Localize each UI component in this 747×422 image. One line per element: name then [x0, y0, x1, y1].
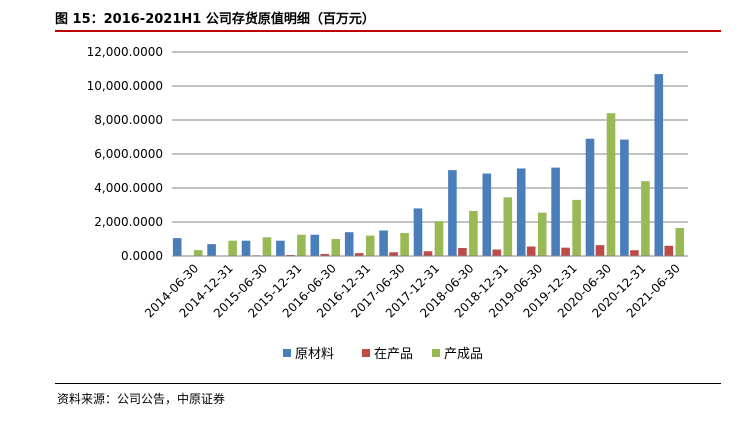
- bar: [654, 74, 664, 256]
- x-axis-ticks: 2014-06-302014-12-312015-06-302015-12-31…: [142, 261, 683, 320]
- bar: [344, 232, 354, 256]
- bar: [458, 248, 467, 256]
- y-tick-label: 10,000.0000: [87, 79, 163, 93]
- bar: [379, 230, 388, 256]
- bar: [423, 251, 433, 256]
- bar: [551, 167, 560, 256]
- y-tick-label: 8,000.0000: [94, 113, 163, 127]
- legend-swatch: [283, 349, 291, 357]
- bar: [448, 170, 457, 256]
- bar: [492, 249, 502, 256]
- bar: [400, 233, 409, 256]
- bar: [207, 244, 216, 256]
- y-tick-label: 2,000.0000: [94, 215, 163, 229]
- bar: [286, 254, 295, 256]
- bar: [641, 181, 650, 256]
- legend-label: 原材料: [295, 347, 334, 362]
- bar: [389, 252, 398, 256]
- bar-chart: 0.0000 2,000.0000 4,000.0000 6,000.0000 8,00…: [87, 45, 688, 362]
- bar: [675, 227, 685, 256]
- bar: [561, 247, 570, 256]
- y-tick-label: 0.0000: [121, 249, 163, 263]
- bar: [241, 240, 251, 256]
- legend: 原材料 在产品 产成品: [283, 347, 483, 362]
- bar: [516, 168, 526, 256]
- bar: [413, 208, 423, 256]
- bar: [469, 210, 478, 256]
- bar: [365, 235, 375, 256]
- y-tick-label: 4,000.0000: [94, 181, 163, 195]
- title-row: 图 15：2016-2021H1 公司存货原值明细（百万元）: [55, 6, 721, 28]
- bar: [606, 113, 616, 256]
- bar: [482, 173, 492, 256]
- legend-label: 产成品: [444, 347, 483, 362]
- figure-title: 图 15：2016-2021H1 公司存货原值明细（百万元）: [55, 12, 375, 27]
- bar: [664, 245, 674, 256]
- bar: [276, 240, 285, 256]
- y-tick-label: 12,000.0000: [87, 45, 163, 59]
- bar: [537, 212, 547, 256]
- bar: [228, 240, 237, 256]
- bar: [572, 199, 581, 256]
- bar: [620, 139, 629, 256]
- legend-label: 在产品: [374, 347, 413, 362]
- bar: [297, 234, 306, 256]
- title-rule: [55, 30, 721, 32]
- bar: [526, 246, 536, 256]
- bar: [262, 237, 272, 256]
- legend-swatch: [362, 349, 370, 357]
- bar: [630, 250, 639, 256]
- bar: [354, 253, 364, 256]
- source-note: 资料来源：公司公告，中原证券: [57, 392, 226, 406]
- y-axis-ticks: 0.0000 2,000.0000 4,000.0000 6,000.0000 8,00…: [87, 45, 163, 263]
- bars: [172, 74, 685, 257]
- bar: [331, 239, 341, 256]
- legend-swatch: [432, 349, 440, 357]
- bar: [434, 221, 444, 256]
- bar: [595, 245, 605, 256]
- footer-rule: [55, 383, 721, 384]
- bar: [193, 250, 203, 256]
- bar: [310, 234, 320, 256]
- bar: [172, 238, 182, 256]
- y-tick-label: 6,000.0000: [94, 147, 163, 161]
- gridlines: [172, 51, 688, 223]
- bar: [503, 197, 513, 256]
- bar: [585, 138, 595, 256]
- bar: [320, 253, 330, 256]
